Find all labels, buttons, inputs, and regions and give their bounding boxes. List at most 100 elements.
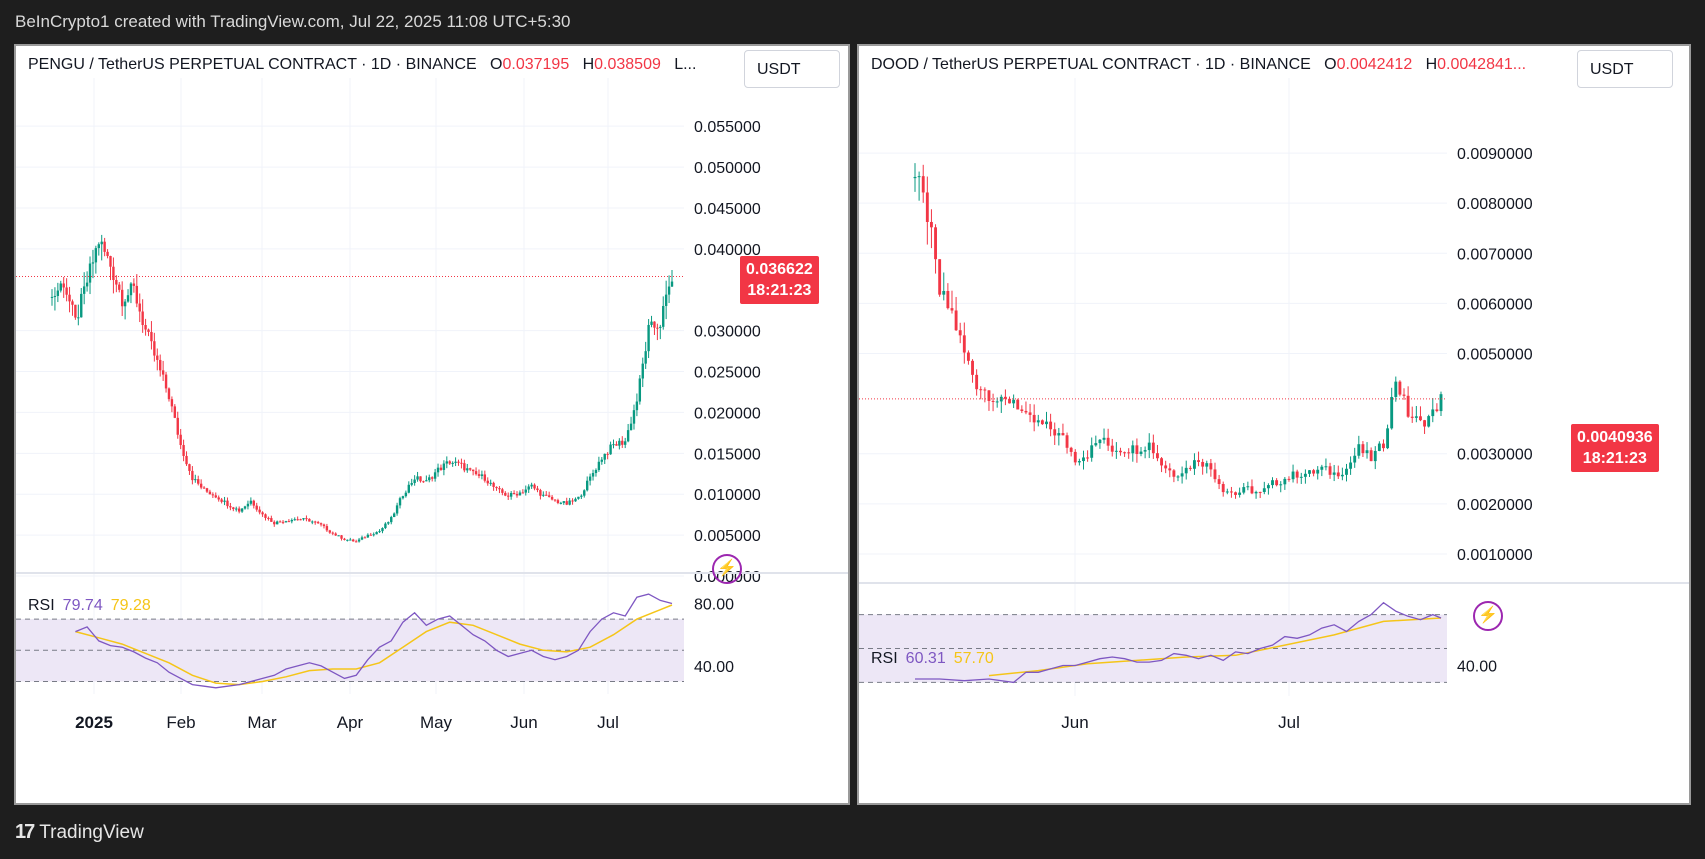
pengu-candle-body (363, 537, 367, 539)
pengu-candle-body (237, 508, 241, 512)
pengu-candle-body (56, 290, 60, 296)
dood-candle-body (1061, 433, 1065, 436)
pengu-candle-body (153, 341, 156, 356)
dood-candle-body (1114, 450, 1118, 452)
pengu-xtick-label: Jun (510, 713, 537, 732)
pengu-candle-body (118, 284, 121, 290)
pengu-candle-body (407, 484, 410, 493)
pengu-candle-body (530, 484, 533, 487)
pengu-flash-icon[interactable]: ⚡ (712, 554, 742, 584)
dood-candle-body (1390, 396, 1394, 429)
dood-candle-body (1357, 444, 1361, 456)
pengu-candle-body (258, 509, 261, 513)
dood-ytick-label: 0.0070000 (1457, 246, 1533, 263)
dood-candle-body (971, 360, 974, 375)
pengu-candle-body (299, 519, 302, 521)
pengu-candle-body (664, 294, 668, 306)
pengu-candle-body (430, 477, 434, 479)
dood-ytick-label: 0.0050000 (1457, 347, 1533, 364)
dood-candle-body (1369, 450, 1373, 462)
pengu-open-value: 0.037195 (502, 56, 570, 73)
dood-candle-body (1238, 492, 1242, 495)
dood-candle-body (1012, 399, 1016, 404)
pengu-candle-body (384, 523, 387, 529)
pengu-rsi-line (75, 593, 673, 689)
pengu-candle-body (565, 501, 568, 505)
pengu-candle-body (261, 512, 264, 515)
dood-candle-body (1028, 412, 1032, 415)
dood-candle-body (966, 352, 970, 361)
pengu-currency-button[interactable]: USDT (744, 50, 840, 88)
pengu-legend-more: L... (674, 56, 697, 73)
pengu-candle-body (609, 444, 612, 455)
tradingview-brand-name: TradingView (39, 821, 144, 843)
pengu-candle-body (284, 521, 288, 523)
pengu-candle-body (398, 498, 402, 506)
pengu-candle-body (428, 477, 431, 481)
pengu-candle-body (556, 500, 560, 503)
pengu-candle-body (536, 488, 539, 491)
pengu-candle-body (94, 248, 98, 263)
dood-candle-body (1065, 435, 1069, 448)
pengu-candle-body (352, 539, 355, 542)
bottom-brand-bar: 17 TradingView (0, 808, 1705, 859)
chart-panel-dood[interactable]: 0.0090000 0.0080000 0.0070000 0.0060000 0.00… (857, 44, 1691, 805)
dood-chart-svg[interactable]: 0.0090000 0.0080000 0.0070000 0.0060000 0.00… (859, 46, 1689, 803)
pengu-candle-body (632, 410, 636, 424)
pengu-candle-body (194, 479, 197, 481)
dood-candle-body (1345, 468, 1348, 475)
pengu-candle-body (97, 244, 100, 249)
dood-candle-body (1349, 462, 1353, 469)
dood-candle-body (1123, 452, 1127, 454)
pengu-candle-body (360, 537, 364, 540)
dood-candle-body (1291, 471, 1295, 480)
pengu-candle-body (606, 453, 609, 455)
dood-rsi-tick-label: 40.00 (1457, 658, 1497, 675)
pengu-candle-body (372, 534, 375, 536)
dood-candle-body (1414, 416, 1418, 418)
dood-flash-icon[interactable]: ⚡ (1473, 601, 1503, 631)
dood-candle-body (917, 176, 921, 178)
dood-candle-body (999, 396, 1003, 402)
pengu-xtick-label: May (420, 713, 453, 732)
pengu-ytick-label: 0.040000 (694, 242, 761, 259)
pengu-rsi-legend: RSI 79.74 79.28 (28, 597, 151, 615)
pengu-legend: PENGU / TetherUS PERPETUAL CONTRACT · 1D… (28, 56, 696, 74)
pengu-candle-body (281, 521, 285, 523)
pengu-candle-body (170, 399, 174, 407)
pengu-candle-body (173, 406, 177, 418)
pengu-candle-body (80, 293, 83, 318)
pengu-candle-body (518, 492, 522, 496)
dood-candle-body (1299, 476, 1303, 478)
pengu-ytick-label: 0.005000 (694, 528, 761, 545)
dood-candle-body (1225, 491, 1229, 493)
dood-candle-body (1254, 491, 1258, 494)
dood-candle-body (1008, 398, 1011, 404)
dood-candle-body (1135, 445, 1139, 454)
pengu-candle-body (515, 493, 519, 496)
pengu-candle-body (498, 488, 501, 490)
dood-candle-body (1242, 487, 1246, 493)
pengu-candle-body (594, 469, 598, 474)
pengu-candle-body (85, 282, 89, 287)
pengu-candle-body (401, 496, 405, 499)
dood-candle-body (1139, 451, 1143, 454)
dood-currency-button[interactable]: USDT (1577, 50, 1673, 88)
pengu-candle-body (267, 517, 270, 519)
dood-candle-body (1176, 476, 1180, 478)
dood-candle-body (1110, 445, 1114, 452)
dood-high-label: H (1425, 56, 1438, 73)
pengu-candle-body (626, 430, 630, 442)
pengu-candle-body (366, 534, 370, 538)
dood-candle-body (1213, 469, 1217, 480)
dood-candle-body (913, 176, 917, 179)
tradingview-brand[interactable]: 17 TradingView (15, 821, 144, 844)
pengu-candle-body (486, 480, 489, 484)
pengu-candle-body (217, 497, 220, 500)
pengu-chart-svg[interactable]: 0.055000 0.050000 0.045000 0.040000 0.030000… (16, 46, 848, 803)
dood-candle-body (1320, 466, 1324, 470)
chart-panel-pengu[interactable]: 0.055000 0.050000 0.045000 0.040000 0.030000… (14, 44, 850, 805)
pengu-candle-body (357, 539, 361, 542)
dood-candle-body (1049, 421, 1053, 430)
dood-rsi-label: RSI (871, 650, 898, 667)
